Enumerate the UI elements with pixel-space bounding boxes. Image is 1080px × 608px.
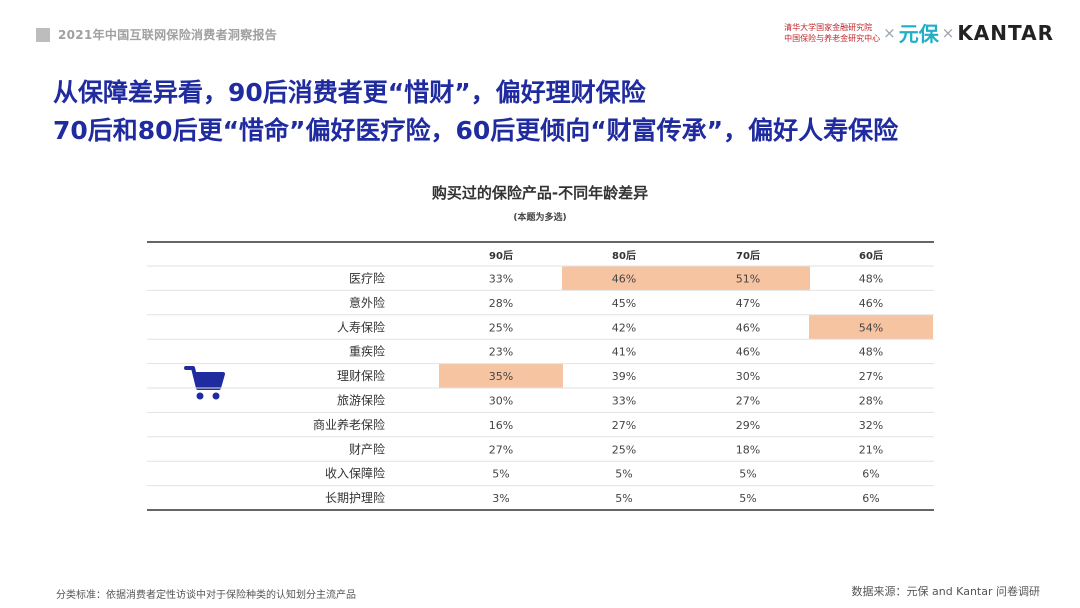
chart-subtitle: (本题为多选) [513, 213, 567, 223]
table-cell-value: 5% [615, 468, 632, 481]
kantar-logo: KANTAR [957, 20, 1054, 45]
table-cell-value: 30% [489, 395, 513, 408]
highlight-cell [439, 363, 563, 388]
row-label: 医疗险 [349, 271, 385, 286]
row-label: 人寿保险 [337, 319, 385, 334]
table-cell-value: 25% [489, 321, 513, 334]
table-cell-value: 5% [492, 468, 509, 481]
column-header-4: 60后 [859, 249, 883, 262]
headline-line-2: 70后和80后更“惜命”偏好医疗险，60后更倾向“财富传承”，偏好人寿保险 [53, 116, 899, 145]
report-header: 2021年中国互联网保险消费者洞察报告 [36, 26, 277, 43]
table-cell-value: 27% [489, 443, 513, 456]
row-label: 长期护理险 [325, 490, 385, 505]
table-cell-value: 27% [612, 419, 636, 432]
table-cell-value: 51% [736, 273, 760, 286]
tsinghua-logo: 清华大学国家金融研究院 中国保险与养老金研究中心 [784, 22, 880, 44]
footnote: 分类标准：依据消费者定性访谈中对于保险种类的认知划分主流产品 [56, 590, 356, 601]
table-cell-value: 46% [736, 321, 760, 334]
row-label: 旅游保险 [337, 393, 385, 408]
table-cell-value: 54% [859, 321, 883, 334]
yuanbao-logo: 元保 [898, 22, 939, 46]
table-cell-value: 46% [612, 273, 636, 286]
partner-logos: 清华大学国家金融研究院 中国保险与养老金研究中心 × 元保 × KANTAR [784, 18, 1054, 47]
table-cell-value: 6% [862, 492, 879, 505]
table-cell-value: 32% [859, 419, 883, 432]
table-cell-value: 28% [489, 297, 513, 310]
table-cell-value: 28% [859, 395, 883, 408]
table-cell-value: 3% [492, 492, 509, 505]
column-header-3: 70后 [736, 249, 760, 262]
table-cell-value: 35% [489, 370, 513, 383]
table-cell-value: 16% [489, 419, 513, 432]
highlight-cell [686, 266, 810, 291]
table-cell-value: 18% [736, 443, 760, 456]
table-cell-value: 27% [736, 395, 760, 408]
table-cell-value: 27% [859, 370, 883, 383]
highlight-cell [809, 314, 933, 340]
chart-title: 购买过的保险产品-不同年龄差异 [431, 184, 649, 202]
tsinghua-line2: 中国保险与养老金研究中心 [784, 33, 881, 43]
row-label: 商业养老保险 [313, 417, 385, 432]
table-cell-value: 46% [859, 297, 883, 310]
table-cell-value: 46% [736, 346, 760, 359]
table-cell-value: 5% [739, 492, 756, 505]
table-cell-value: 41% [612, 346, 636, 359]
data-source: 数据来源：元保 and Kantar 问卷调研 [851, 585, 1041, 598]
row-label: 意外险 [349, 295, 385, 310]
table-cell-value: 25% [612, 443, 636, 456]
row-label: 理财保险 [337, 368, 385, 383]
highlight-cell [562, 266, 686, 291]
headline: 从保障差异看，90后消费者更“惜财”，偏好理财保险 70后和80后更“惜命”偏好… [53, 74, 898, 150]
row-label: 收入保障险 [325, 466, 385, 481]
table-cell-value: 42% [612, 321, 636, 334]
row-label: 重疾险 [349, 344, 385, 359]
table-cell-value: 33% [612, 395, 636, 408]
table-cell-value: 45% [612, 297, 636, 310]
table-cell-value: 21% [859, 443, 883, 456]
logo-separator: × [883, 23, 896, 42]
table-cell-value: 29% [736, 419, 760, 432]
table-cell-value: 48% [859, 346, 883, 359]
table-cell-value: 6% [862, 468, 879, 481]
table-cell-value: 33% [489, 273, 513, 286]
table-cell-value: 30% [736, 370, 760, 383]
tsinghua-line1: 清华大学国家金融研究院 [784, 22, 873, 32]
table-cell-value: 48% [859, 273, 883, 286]
table-cell-value: 5% [615, 492, 632, 505]
table-cell-value: 39% [612, 370, 636, 383]
logo-separator: × [941, 23, 955, 42]
table-cell-value: 23% [489, 346, 513, 359]
header-square-icon [36, 27, 50, 42]
table-cell-value: 5% [739, 468, 756, 481]
headline-line-1: 从保障差异看，90后消费者更“惜财”，偏好理财保险 [53, 78, 646, 107]
report-title: 2021年中国互联网保险消费者洞察报告 [58, 28, 278, 42]
column-header-1: 90后 [489, 249, 513, 262]
column-header-2: 80后 [612, 249, 636, 262]
row-label: 财产险 [349, 441, 385, 456]
table-cell-value: 47% [736, 297, 760, 310]
